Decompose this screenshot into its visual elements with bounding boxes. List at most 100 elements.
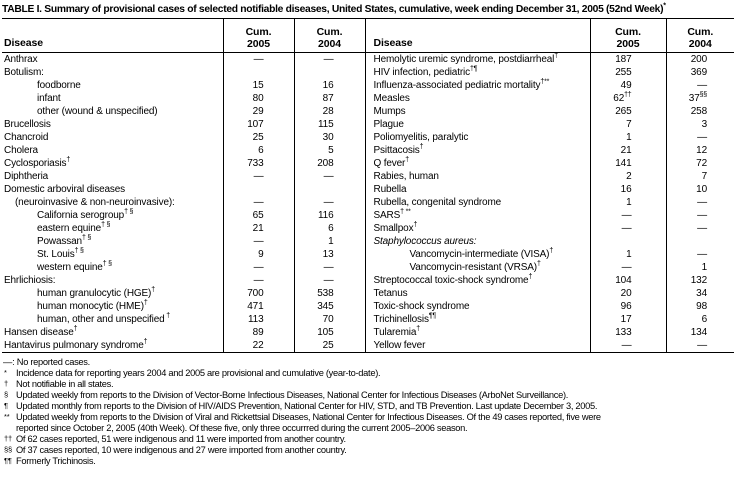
footnote-line: ¶ Updated monthly from reports to the Div… (3, 401, 736, 412)
footnotes-section: —: No reported cases. * Incidence data for… (2, 357, 736, 467)
footnote-marker: ¶¶ (428, 312, 436, 320)
disease-name: Cyclosporiasis (4, 158, 67, 169)
value-cum-2005 (589, 235, 666, 248)
value-text: 28 (322, 106, 334, 117)
disease-name: Domestic arboviral diseases (4, 184, 125, 195)
table-row: foodborne 15 16 Influenza-associated pediat… (2, 79, 734, 92)
header-row: Disease Cum. 2005 Cum. 2004 Disease Cum. 20… (2, 18, 734, 53)
value-text: — (253, 54, 264, 65)
value-cum-2005: — (222, 52, 294, 66)
value-cum-2004 (293, 183, 365, 196)
disease-name: Cholera (4, 145, 38, 156)
value-cum-2005: 1 (589, 196, 666, 209)
cum-label: Cum. (615, 26, 641, 38)
value-text: — (253, 262, 264, 273)
footnote-marker: † (143, 299, 148, 307)
value-cum-2005: — (222, 196, 294, 209)
value-cum-2005: — (222, 274, 294, 287)
value-cum-2005: — (222, 261, 294, 274)
value-cum-2005: 700 (222, 287, 294, 300)
footnote-marker: † § (74, 247, 84, 255)
footnote-line: §§ Of 37 cases reported, 10 were indigeno… (3, 445, 736, 456)
value-text: 21 (252, 223, 264, 234)
table-row: Powassan† § — 1 Staphylococcus aureus: (2, 235, 734, 248)
footnote-marker: ¶ (4, 401, 8, 410)
disease-name: Trichinellosis (373, 314, 429, 325)
value-text: — (697, 223, 707, 234)
table-row: human, other and unspecified † 113 70 Trich… (2, 313, 734, 326)
footnote-marker: † ** (400, 208, 411, 216)
table-row: Cholera 6 5 Psittacosis† 21 12 (2, 144, 734, 157)
value-text: — (253, 171, 264, 182)
disease-label: California serogroup† § (2, 209, 223, 222)
value-text: — (253, 275, 264, 286)
value-cum-2005: 22 (222, 339, 294, 353)
value-cum-2005: 80 (222, 92, 294, 105)
value-cum-2005: 113 (222, 313, 294, 326)
footnote-marker: † § (124, 208, 134, 216)
value-cum-2004 (665, 235, 734, 248)
value-cum-2004: — (665, 196, 734, 209)
footnote-line: —: No reported cases. (3, 357, 736, 368)
table-row: eastern equine† § 21 6 Smallpox† — — (2, 222, 734, 235)
disease-label: Rubella, congenital syndrome (364, 196, 590, 209)
footnote-text: reported since October 2, 2005 (40th Wee… (16, 423, 468, 433)
disease-label: Influenza-associated pediatric mortality… (364, 78, 590, 92)
value-cum-2005: 2 (589, 170, 666, 183)
year-label: 2004 (688, 38, 712, 50)
disease-name: Q fever (373, 158, 406, 169)
value-text: — (697, 132, 707, 143)
footnote-marker: †** (540, 78, 550, 86)
footnote-text: Updated weekly from reports to the Divis… (16, 390, 569, 400)
notifiable-diseases-table: Disease Cum. 2005 Cum. 2004 Disease Cum. 20… (2, 18, 734, 353)
table-row: human monocytic (HME)† 471 345 Toxic-shock … (2, 300, 734, 313)
value-cum-2005: 21 (222, 222, 294, 235)
disease-name: Rubella (373, 184, 407, 195)
value-text: 30 (322, 132, 334, 143)
value-text: 16 (322, 80, 334, 91)
value-cum-2005: 96 (589, 300, 666, 313)
value-cum-2005: — (222, 235, 294, 248)
disease-label: Cyclosporiasis† (2, 157, 223, 170)
value-text: 369 (690, 67, 707, 78)
value-cum-2005: 7 (589, 118, 666, 131)
cum-label: Cum. (687, 26, 714, 38)
footnote-marker: †¶ (469, 65, 478, 73)
disease-label: Measles (364, 92, 590, 105)
disease-name: Botulism: (4, 67, 44, 78)
value-cum-2004: 25 (293, 339, 365, 353)
table-row: Anthrax — — Hemolytic uremic syndrome, post… (2, 52, 734, 66)
table-row: infant 80 87 Measles 62†† 37§§ (2, 92, 734, 105)
disease-label: foodborne (2, 79, 223, 92)
value-text: 89 (252, 327, 264, 338)
value-cum-2005: 17 (589, 313, 666, 326)
value-text: 1 (626, 197, 632, 208)
disease-label: other (wound & unspecified) (2, 105, 223, 118)
disease-name: Smallpox (373, 223, 414, 234)
value-cum-2005: 1 (589, 131, 666, 144)
footnote-line: †† Of 62 cases reported, 51 were indigeno… (3, 434, 736, 445)
disease-name: Psittacosis (373, 145, 420, 156)
disease-name: St. Louis (37, 249, 75, 260)
disease-name: Mumps (373, 106, 406, 117)
value-text: 105 (317, 327, 334, 338)
value-text: 255 (615, 67, 632, 78)
disease-name: Hemolytic uremic syndrome, postdiarrheal (373, 54, 555, 65)
disease-label: Hansen disease† (2, 326, 223, 339)
value-text: 10 (696, 184, 707, 195)
footnote-marker: * (4, 368, 7, 377)
value-cum-2005: 89 (222, 326, 294, 339)
column-header-disease-left: Disease (2, 18, 223, 53)
disease-name: Yellow fever (373, 340, 426, 351)
table-row: Hantavirus pulmonary syndrome† 22 25 Yellow… (2, 339, 734, 353)
disease-name: SARS (373, 210, 401, 221)
value-text: 80 (252, 93, 264, 104)
disease-label: human monocytic (HME)† (2, 300, 223, 313)
disease-name: Streptococcal toxic-shock syndrome (373, 275, 529, 286)
value-text: — (323, 262, 334, 273)
value-cum-2005: — (589, 339, 666, 353)
value-cum-2005: 16 (589, 183, 666, 196)
table-row: California serogroup† § 65 116 SARS† ** — — (2, 209, 734, 222)
table-row: Botulism: HIV infection, pediatric†¶ 255 36… (2, 66, 734, 79)
value-cum-2005: 471 (222, 300, 294, 313)
